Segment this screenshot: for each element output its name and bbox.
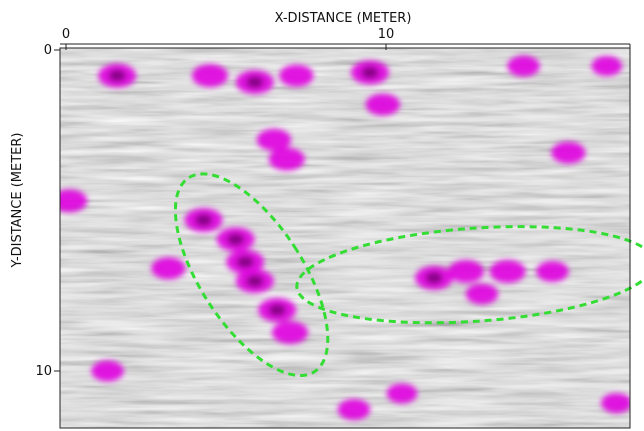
anomaly-core [268,304,286,317]
anomaly-hotspot [365,93,400,116]
anomaly-hotspot [60,189,88,213]
anomaly-core [425,271,443,284]
x-axis: 0 10 [60,27,631,428]
anomaly-core [227,233,245,246]
anomaly-hotspot [536,260,569,282]
anomaly-core [108,69,126,82]
anomaly-zone-outline [295,225,644,325]
anomaly-hotspot [337,399,371,421]
anomaly-hotspot [386,383,418,404]
anomaly-hotspot [268,147,305,171]
x-axis-label: X-DISTANCE (METER) [275,11,412,26]
x-tick-label: 10 [378,27,395,42]
x-tick-label: 0 [62,27,70,42]
anomaly-hotspot [489,259,526,283]
anomaly-core [246,275,264,288]
y-axis-label: Y-DISTANCE (METER) [10,133,25,269]
anomaly-hotspot [507,55,540,77]
anomaly-hotspot [271,320,309,344]
anomaly-layer [60,55,630,421]
anomaly-hotspot [551,141,586,164]
anomaly-hotspot [465,283,499,305]
anomaly-core [236,255,254,268]
y-tick-label: 10 [35,364,52,379]
plot-area [60,48,630,428]
anomaly-hotspot [601,393,630,414]
anomaly-core [361,66,379,79]
anomaly-zone-outline [173,172,330,378]
anomaly-hotspot [151,257,186,280]
anomaly-zone-outlines [173,172,644,378]
gpr-noise-texture [60,48,630,428]
anomaly-hotspot [256,128,292,151]
y-tick-label: 0 [44,43,52,58]
y-axis: 0 10 [35,43,60,379]
anomaly-core [195,214,213,227]
anomaly-hotspot [191,64,229,88]
anomaly-hotspot [447,259,485,283]
anomaly-core [246,76,264,89]
anomaly-hotspot [279,64,314,87]
anomaly-hotspot [91,360,124,382]
anomaly-hotspot [591,56,623,77]
